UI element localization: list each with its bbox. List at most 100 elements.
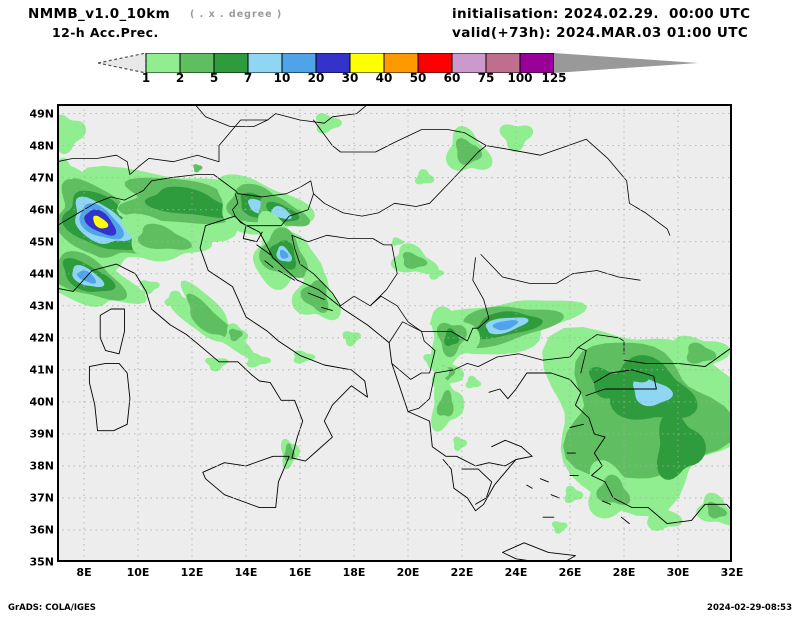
precip-contour <box>57 114 87 155</box>
precip-contour <box>707 501 727 519</box>
precip-contour <box>205 357 229 372</box>
longitude-tick-label: 8E <box>76 566 92 579</box>
colorbar-tick-label: 40 <box>375 71 393 85</box>
colorbar-band <box>417 53 453 73</box>
precip-contour <box>436 390 454 417</box>
border-segment <box>57 174 314 288</box>
latitude-tick-label: 47N <box>29 171 54 185</box>
latitude-tick-label: 39N <box>29 427 54 441</box>
coastline-segment <box>88 362 131 432</box>
border-segment <box>313 119 487 217</box>
latitude-tick-label: 45N <box>29 235 54 249</box>
colorbar-band <box>213 53 249 73</box>
render-timestamp-label: 2024-02-29-08:53 <box>707 603 792 613</box>
precipitation-field <box>57 104 732 562</box>
colorbar-tick-label: 60 <box>443 71 461 85</box>
colorbar-underflow-arrow <box>98 53 147 73</box>
longitude-tick-label: 28E <box>612 566 636 579</box>
longitude-tick-label: 10E <box>126 566 150 579</box>
precip-contour <box>551 521 568 534</box>
precip-contour <box>564 485 584 504</box>
latitude-tick-label: 41N <box>29 363 54 377</box>
precip-contour <box>246 352 272 368</box>
colorbar-tick-label: 100 <box>507 71 533 85</box>
model-name-title: NMMB_v1.0_10km <box>28 6 171 22</box>
coastline-segment <box>461 468 493 505</box>
border-segment <box>57 104 369 175</box>
colorbar-tick-label: 20 <box>307 71 325 85</box>
precip-contour <box>57 157 77 183</box>
colorbar-tick-label: 1 <box>141 71 151 85</box>
longitude-tick-label: 16E <box>288 566 312 579</box>
coastline-segment <box>620 516 630 525</box>
border-segment <box>232 193 239 217</box>
colorbar-band <box>349 53 385 73</box>
latitude-tick-label: 44N <box>29 267 54 281</box>
precipitation-contours <box>57 113 732 534</box>
coastline-segment <box>539 478 549 483</box>
coastline-segment <box>550 494 560 499</box>
precip-contour <box>164 290 188 306</box>
precip-contour <box>144 186 239 219</box>
longitude-tick-label: 32E <box>720 566 744 579</box>
precip-contour <box>455 138 483 166</box>
precipitation-colorbar: 1 2 5 7 10 20 30 40 50 60 75 100 125 <box>98 53 698 88</box>
border-segment <box>369 257 490 342</box>
precip-contour <box>492 320 519 331</box>
coastline-segment <box>237 218 263 243</box>
colorbar-tick-label: 2 <box>175 71 185 85</box>
initialisation-time-label: initialisation: 2024.02.29. 00:00 UTC <box>452 6 751 22</box>
colorbar-tick-label: 50 <box>409 71 427 85</box>
longitude-tick-label: 18E <box>342 566 366 579</box>
precip-contour <box>499 124 534 152</box>
colorbar-swatches <box>98 53 698 73</box>
precip-contour <box>228 328 243 342</box>
longitude-tick-label: 22E <box>450 566 474 579</box>
precip-contour <box>300 280 329 313</box>
colorbar-band <box>315 53 351 73</box>
coastline-segment <box>321 306 333 312</box>
border-segment <box>194 104 269 127</box>
colorbar-band <box>281 53 317 73</box>
longitude-tick-label: 24E <box>504 566 528 579</box>
precip-contour <box>391 237 405 246</box>
precip-contour <box>616 360 649 383</box>
coastline-segment <box>277 270 296 281</box>
coastline-segment <box>491 439 533 460</box>
colorbar-tick-label: 30 <box>341 71 359 85</box>
latitude-tick-label: 40N <box>29 395 54 409</box>
border-segment <box>291 234 398 307</box>
colorbar-band <box>145 53 181 73</box>
colorbar-band <box>519 53 555 73</box>
precip-contour <box>596 474 631 505</box>
border-segment <box>480 254 641 284</box>
precip-contour <box>686 342 717 364</box>
latitude-tick-label: 48N <box>29 139 54 153</box>
precip-contour <box>453 436 468 451</box>
coastline-segment <box>585 369 657 396</box>
colorbar-tick-label: 75 <box>477 71 495 85</box>
gridlines <box>57 104 732 562</box>
coastline-segment <box>488 372 732 525</box>
coastline-segment <box>307 292 325 300</box>
colorbar-tick-label: 125 <box>541 71 567 85</box>
precip-contour <box>432 363 450 385</box>
map-plot-area <box>57 104 732 562</box>
precip-contour <box>193 164 203 173</box>
coastlines <box>57 104 732 562</box>
precip-contour <box>137 223 192 250</box>
precip-contour <box>280 249 289 259</box>
coastline-segment <box>569 423 584 428</box>
coastline-segment <box>601 500 611 505</box>
coastline-segment <box>57 215 517 512</box>
precip-contour <box>666 428 690 460</box>
precip-contour <box>647 500 683 531</box>
colorbar-band <box>179 53 215 73</box>
longitude-tick-label: 26E <box>558 566 582 579</box>
precip-contour <box>633 377 673 407</box>
colorbar-band <box>451 53 487 73</box>
precip-contour <box>186 293 236 340</box>
latitude-tick-label: 43N <box>29 299 54 313</box>
coastline-segment <box>623 346 732 368</box>
